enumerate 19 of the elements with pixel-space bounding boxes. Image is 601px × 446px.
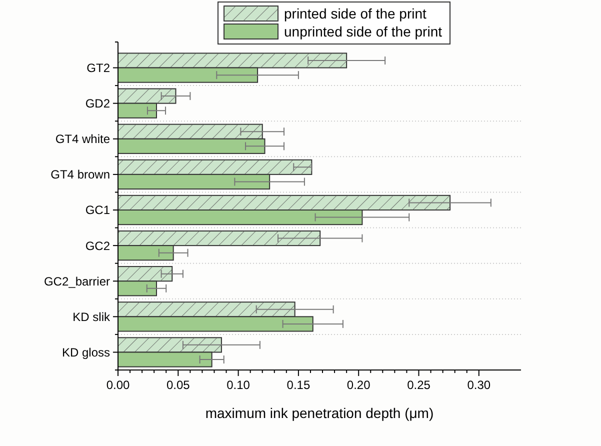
x-tick-label: 0.30	[467, 378, 491, 392]
y-tick-label: GT4 white	[55, 132, 110, 146]
legend-label: unprinted side of the print	[284, 23, 442, 40]
legend-label: printed side of the print	[284, 5, 427, 22]
x-tick-label: 0.15	[286, 378, 310, 392]
y-tick-label: KD gloss	[62, 345, 110, 360]
x-tick-label: 0.25	[407, 378, 431, 392]
x-axis-title: maximum ink penetration depth (μm)	[205, 405, 434, 421]
x-tick-label: 0.00	[106, 378, 130, 392]
y-tick-label: GC2	[85, 238, 110, 253]
y-tick-label: GT2	[86, 60, 110, 75]
y-tick-label: GC1	[85, 203, 110, 218]
x-tick-label: 0.20	[346, 378, 371, 392]
x-tick-label: 0.05	[166, 378, 190, 392]
y-tick-label: GC2_barrier	[44, 274, 110, 288]
y-tick-label: GT4 brown	[50, 168, 110, 182]
y-tick-label: GD2	[85, 96, 110, 111]
x-tick-label: 0.10	[226, 378, 250, 392]
y-tick-label: KD slik	[72, 310, 111, 324]
